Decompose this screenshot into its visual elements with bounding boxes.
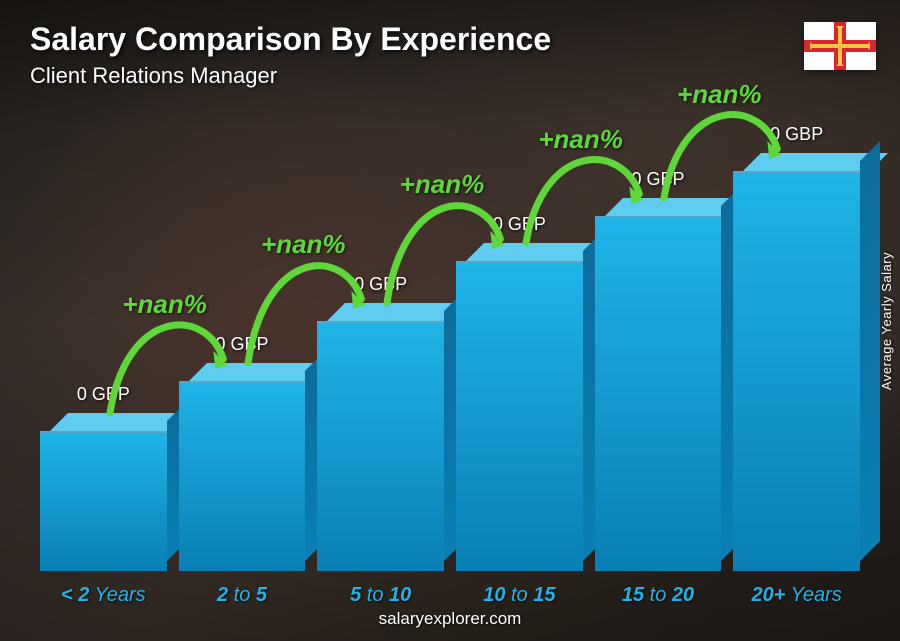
- y-axis-label: Average Yearly Salary: [879, 251, 894, 389]
- chart-header: Salary Comparison By Experience Client R…: [30, 22, 551, 89]
- bar-value-label: 0 GBP: [632, 169, 685, 190]
- bar-value-label: 0 GBP: [77, 384, 130, 405]
- source-attribution: salaryexplorer.com: [379, 609, 522, 629]
- bar-side-face: [860, 141, 880, 561]
- chart-title: Salary Comparison By Experience: [30, 22, 551, 57]
- bar-value-label: 0 GBP: [770, 124, 823, 145]
- bar-group-5: 0 GBP20+ Years: [733, 141, 860, 571]
- bar-front: [595, 216, 722, 571]
- bar-front: [317, 321, 444, 571]
- guernsey-flag-icon: [804, 22, 876, 70]
- bar-front: [733, 171, 860, 571]
- bar-category-label: 15 to 20: [622, 584, 694, 607]
- bar-front: [456, 261, 583, 571]
- percent-increase-label: +nan%: [538, 124, 623, 155]
- percent-increase-label: +nan%: [677, 79, 762, 110]
- bar-5: [733, 171, 860, 571]
- bar-2: [317, 321, 444, 571]
- bar-group-3: 0 GBP10 to 15: [456, 141, 583, 571]
- percent-increase-label: +nan%: [122, 289, 207, 320]
- bar-front: [40, 431, 167, 571]
- bar-value-label: 0 GBP: [493, 214, 546, 235]
- bar-3: [456, 261, 583, 571]
- bar-category-label: < 2 Years: [61, 584, 146, 607]
- bar-group-0: 0 GBP< 2 Years: [40, 141, 167, 571]
- bar-category-label: 2 to 5: [217, 584, 267, 607]
- bar-1: [179, 381, 306, 571]
- bars-area: 0 GBP< 2 Years0 GBP2 to 50 GBP5 to 100 G…: [40, 141, 860, 571]
- chart-subtitle: Client Relations Manager: [30, 63, 551, 89]
- bar-group-2: 0 GBP5 to 10: [317, 141, 444, 571]
- bar-category-label: 5 to 10: [350, 584, 411, 607]
- bar-category-label: 20+ Years: [752, 584, 842, 607]
- percent-increase-label: +nan%: [261, 229, 346, 260]
- bar-category-label: 10 to 15: [483, 584, 555, 607]
- bar-front: [179, 381, 306, 571]
- bar-0: [40, 431, 167, 571]
- bar-group-4: 0 GBP15 to 20: [595, 141, 722, 571]
- bar-value-label: 0 GBP: [354, 274, 407, 295]
- salary-experience-chart: Salary Comparison By Experience Client R…: [0, 0, 900, 641]
- percent-increase-label: +nan%: [400, 169, 485, 200]
- bar-4: [595, 216, 722, 571]
- bar-group-1: 0 GBP2 to 5: [179, 141, 306, 571]
- bar-value-label: 0 GBP: [215, 334, 268, 355]
